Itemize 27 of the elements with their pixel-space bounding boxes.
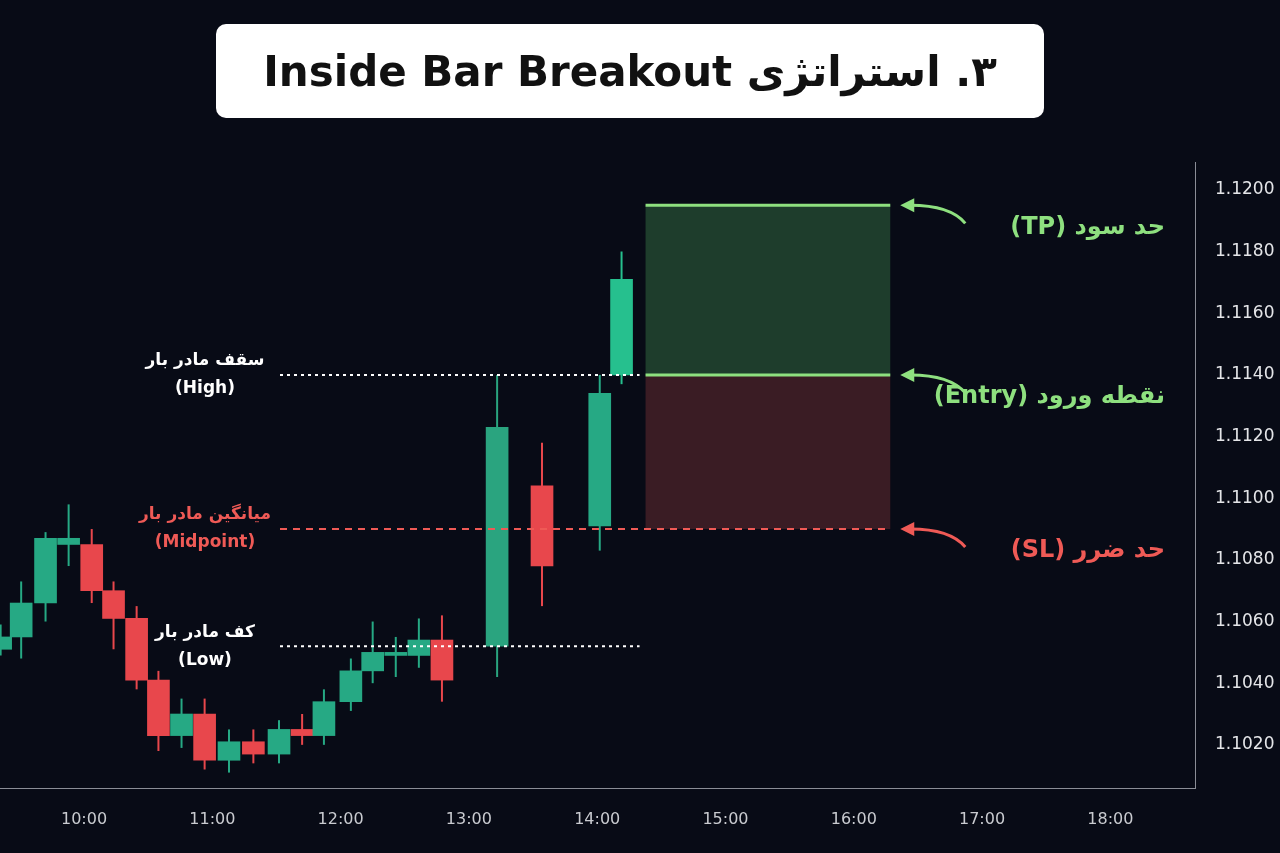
y-tick-label: 1.1060	[1215, 609, 1275, 630]
y-tick-label: 1.1200	[1215, 178, 1275, 199]
y-tick-label: 1.1080	[1215, 548, 1275, 569]
x-tick-label: 15:00	[702, 808, 749, 828]
candlestick	[217, 728, 241, 774]
x-tick-label: 16:00	[830, 808, 877, 828]
candlestick	[242, 728, 265, 765]
x-tick-label: 11:00	[189, 808, 236, 828]
y-tick-label: 1.1140	[1215, 363, 1275, 384]
annotation: حد ضرر (SL)	[1010, 535, 1165, 564]
ref-line-label: حد سود (TP)	[1010, 211, 1165, 240]
x-tick-label: 13:00	[445, 808, 492, 828]
x-tick-label: 12:00	[317, 808, 364, 828]
y-tick-label: 1.1180	[1215, 240, 1275, 261]
x-tick-label: 18:00	[1087, 808, 1134, 828]
x-tick-label: 10:00	[60, 808, 108, 828]
x-tick-label: 14:00	[574, 808, 621, 828]
candlestick	[290, 713, 314, 746]
y-tick-label: 1.1120	[1215, 424, 1275, 445]
y-tick-label: 1.1020	[1215, 733, 1275, 754]
y-tick-label: 1.1100	[1215, 486, 1275, 507]
candlestick	[170, 697, 193, 749]
y-tick-label: 1.1040	[1215, 671, 1275, 692]
y-tick-label: 1.1160	[1215, 301, 1275, 322]
x-tick-label: 17:00	[958, 808, 1006, 828]
chart-title: ۳. استراتژی Inside Bar Breakout	[216, 24, 1044, 118]
ref-line-label: نقطه ورود (Entry)	[933, 381, 1165, 410]
